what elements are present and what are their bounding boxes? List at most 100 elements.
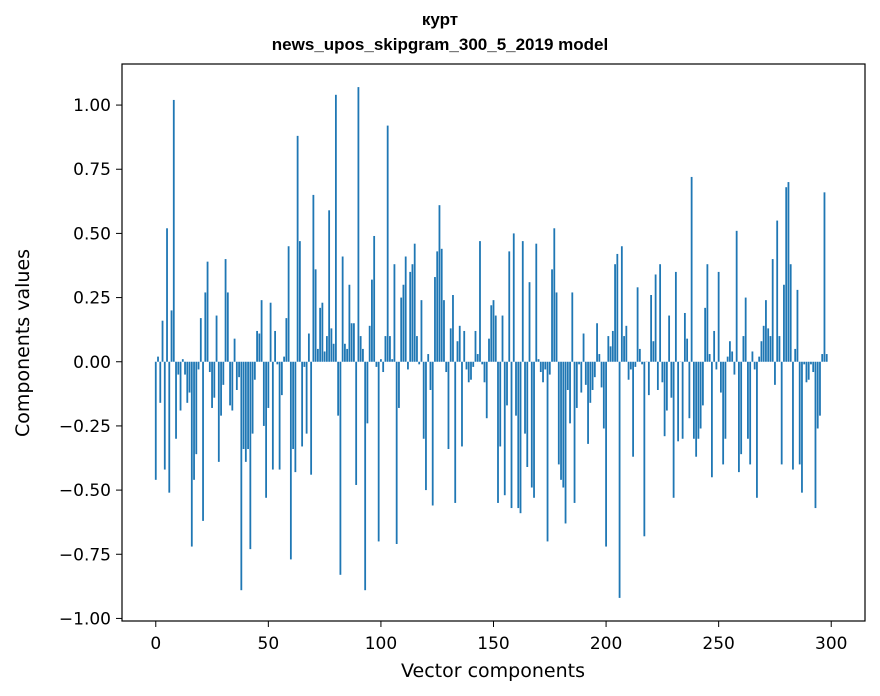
bar (456, 341, 459, 362)
bar (769, 336, 772, 362)
bar (611, 330, 614, 362)
x-tick-label: 250 (702, 634, 734, 654)
bar (461, 361, 463, 447)
bar (357, 87, 360, 362)
y-tick-label: −0.75 (59, 545, 111, 565)
bar (330, 328, 333, 362)
bar (521, 241, 524, 362)
bar (524, 361, 526, 434)
bar (325, 336, 328, 362)
bar (578, 361, 580, 365)
bar (508, 251, 511, 362)
bar (533, 361, 535, 498)
bar (512, 233, 515, 362)
bar (204, 292, 207, 362)
bar (321, 302, 324, 362)
bar (620, 246, 623, 362)
bar (708, 354, 711, 362)
bar (683, 312, 686, 362)
bar (569, 361, 571, 424)
bar (418, 361, 421, 365)
bar (600, 361, 603, 388)
bar (375, 361, 378, 367)
bar (659, 264, 662, 362)
bar (389, 336, 391, 362)
bar (519, 361, 522, 514)
bar (738, 361, 740, 473)
bar (294, 361, 297, 473)
bar (494, 315, 497, 362)
bar (463, 330, 466, 362)
bar (332, 343, 335, 362)
bar (794, 348, 797, 362)
bar (373, 235, 376, 362)
bar (443, 300, 445, 362)
bar (668, 315, 671, 362)
bar (197, 361, 200, 370)
y-tick-label: 0.50 (73, 224, 111, 244)
bar (807, 361, 810, 380)
bar (479, 241, 481, 362)
bar (303, 361, 306, 367)
bar (733, 361, 736, 375)
bar (580, 361, 583, 393)
bar (812, 361, 815, 373)
bar (314, 269, 317, 362)
bar (589, 361, 592, 403)
bar (298, 241, 301, 362)
bar (269, 302, 272, 362)
x-axis-label: Vector components (401, 660, 585, 682)
bar (548, 361, 551, 375)
bar (629, 361, 632, 370)
bar (391, 359, 394, 362)
bar (316, 348, 319, 362)
bar (729, 341, 731, 362)
bar (364, 361, 367, 591)
bar (251, 361, 254, 434)
bar (665, 361, 668, 411)
bar (607, 336, 610, 362)
bar (573, 361, 576, 503)
y-tick-label: 0.25 (73, 289, 111, 309)
bar (481, 361, 484, 365)
bar (690, 176, 693, 362)
bar (542, 361, 544, 383)
bar (641, 361, 643, 365)
bar (163, 361, 166, 470)
bar (778, 336, 781, 362)
bar (571, 292, 574, 362)
bar (474, 330, 477, 362)
bar (220, 361, 222, 416)
bar (434, 277, 436, 362)
bar (184, 361, 186, 375)
bar (697, 361, 700, 439)
bar (801, 361, 803, 493)
bar (575, 361, 578, 408)
bar (724, 361, 727, 439)
bar (499, 361, 502, 447)
bar (539, 361, 542, 373)
bar (614, 264, 616, 362)
bar (726, 356, 729, 362)
bar (280, 361, 283, 396)
bar (285, 318, 288, 362)
bar (161, 320, 164, 362)
bar (544, 361, 547, 370)
bar (416, 336, 418, 362)
bar (353, 323, 355, 362)
bar (661, 361, 664, 383)
bar (179, 361, 182, 411)
bar (458, 325, 461, 362)
bar (422, 361, 425, 439)
bar (193, 361, 195, 480)
bar (816, 361, 819, 429)
bar (274, 330, 276, 362)
bar (181, 359, 184, 362)
bar (771, 259, 774, 362)
bar (713, 330, 716, 362)
bar (409, 271, 412, 362)
bar (762, 325, 765, 362)
bar (346, 348, 349, 362)
bar (382, 361, 385, 373)
bar (447, 361, 450, 450)
